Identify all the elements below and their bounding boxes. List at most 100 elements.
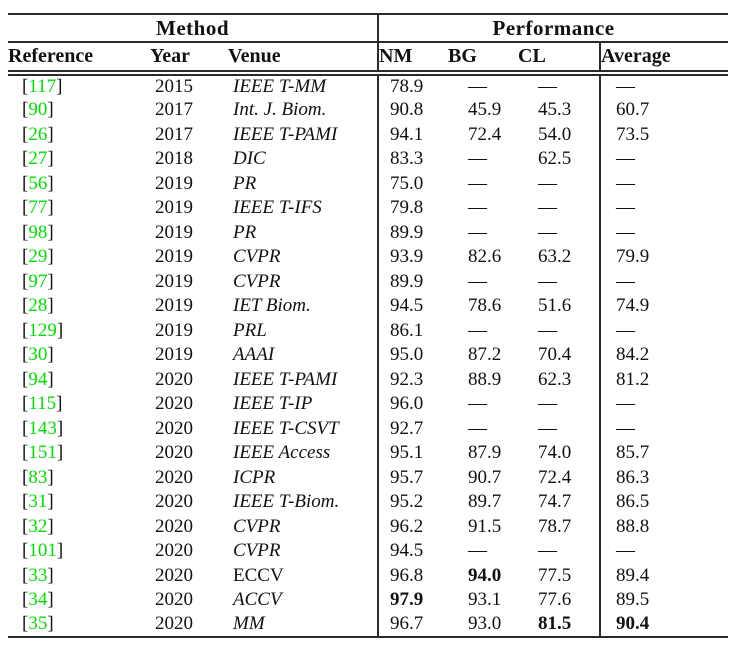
citation-number: 28 [28, 295, 48, 317]
citation-bracket-open: [ [22, 515, 29, 537]
bg-value-cell: — [468, 270, 488, 292]
table-row: [27] 2018 DIC 83.3 — 62.5 — [8, 147, 729, 172]
citation-bracket-open: [ [22, 123, 29, 145]
citation-bracket-close: ] [47, 123, 54, 145]
reference-citation-link[interactable]: [94] [8, 368, 150, 393]
bg-value-cell: — [468, 221, 488, 243]
cl-value-cell: 77.5 [538, 564, 572, 586]
bg-value-cell: — [468, 197, 488, 219]
table-row: [56] 2019 PR 75.0 — — — [8, 171, 729, 197]
column-header-row: Reference Year Venue NM BG CL Average [8, 42, 729, 73]
average-value-cell: — [599, 171, 729, 196]
citation-number: 34 [28, 589, 48, 611]
venue-cell: IEEE T-MM [233, 76, 327, 97]
performance-group-header: Performance [377, 14, 729, 42]
reference-citation-link[interactable]: [90] [8, 98, 150, 123]
citation-bracket-close: ] [47, 589, 54, 611]
reference-citation-link[interactable]: [29] [8, 245, 150, 270]
year-cell: 2020 [155, 417, 193, 439]
reference-citation-link[interactable]: [30] [8, 343, 150, 368]
reference-citation-link[interactable]: [117] [8, 73, 150, 98]
reference-citation-link[interactable]: [101] [8, 539, 150, 564]
year-cell: 2020 [155, 393, 193, 415]
average-value-cell: — [599, 269, 729, 294]
bg-value-cell: — [468, 76, 488, 97]
average-value-cell: — [599, 539, 729, 564]
nm-value-cell: 94.5 [377, 294, 449, 319]
venue-cell: IET Biom. [233, 295, 311, 317]
cl-value-cell: 54.0 [538, 123, 572, 145]
venue-cell: Int. J. Biom. [233, 99, 327, 121]
col-header-cl: CL [518, 45, 546, 67]
table-row: [115] 2020 IEEE T-IP 96.0 — — — [8, 392, 729, 417]
col-header-nm: NM [377, 42, 449, 73]
bg-value-cell: 94.0 [468, 564, 502, 586]
reference-citation-link[interactable]: [32] [8, 515, 150, 540]
venue-cell: ICPR [233, 466, 276, 488]
reference-citation-link[interactable]: [28] [8, 294, 150, 319]
year-cell: 2020 [155, 466, 193, 488]
nm-value-cell: 96.8 [377, 563, 449, 588]
average-value-cell: 79.9 [599, 245, 729, 270]
reference-citation-link[interactable]: [151] [8, 441, 150, 466]
reference-citation-link[interactable]: [83] [8, 466, 150, 491]
nm-value-cell: 75.0 [377, 171, 449, 196]
citation-bracket-close: ] [47, 515, 54, 537]
reference-citation-link[interactable]: [35] [8, 613, 150, 638]
year-cell: 2020 [155, 368, 193, 390]
venue-cell: IEEE T-IP [233, 393, 313, 415]
reference-citation-link[interactable]: [129] [8, 319, 150, 344]
bg-value-cell: 93.0 [468, 613, 502, 635]
venue-cell: PR [233, 172, 257, 194]
citation-bracket-open: [ [22, 368, 29, 390]
venue-cell: IEEE T-PAMI [233, 123, 338, 145]
venue-cell: IEEE T-PAMI [233, 368, 338, 390]
venue-cell: MM [233, 613, 265, 635]
average-value-cell: — [599, 392, 729, 417]
table-row: [143] 2020 IEEE T-CSVT 92.7 — — — [8, 416, 729, 442]
venue-cell: DIC [233, 148, 266, 170]
average-value-cell: 85.7 [599, 441, 729, 466]
col-header-year: Year [150, 45, 190, 67]
year-cell: 2019 [155, 221, 193, 243]
citation-bracket-close: ] [47, 613, 54, 635]
nm-value-cell: 92.7 [377, 416, 449, 441]
year-cell: 2019 [155, 319, 193, 341]
reference-citation-link[interactable]: [34] [8, 588, 150, 613]
cl-value-cell: — [538, 221, 558, 243]
reference-citation-link[interactable]: [97] [8, 270, 150, 295]
table-row: [28] 2019 IET Biom. 94.5 78.6 51.6 74.9 [8, 294, 729, 319]
reference-citation-link[interactable]: [33] [8, 564, 150, 589]
nm-value-cell: 92.3 [377, 367, 449, 392]
citation-bracket-open: [ [22, 393, 29, 415]
citation-number: 97 [28, 270, 48, 292]
reference-citation-link[interactable]: [98] [8, 221, 150, 246]
citation-bracket-close: ] [56, 76, 63, 97]
citation-number: 31 [28, 491, 48, 513]
nm-value-cell: 96.7 [377, 612, 449, 637]
year-cell: 2020 [155, 515, 193, 537]
year-cell: 2017 [155, 99, 193, 121]
nm-value-cell: 90.8 [377, 98, 449, 123]
reference-citation-link[interactable]: [56] [8, 172, 150, 197]
reference-citation-link[interactable]: [77] [8, 196, 150, 221]
citation-bracket-close: ] [47, 270, 54, 292]
citation-bracket-open: [ [22, 319, 29, 341]
table-row: [151] 2020 IEEE Access 95.1 87.9 74.0 85… [8, 441, 729, 466]
reference-citation-link[interactable]: [26] [8, 123, 150, 148]
venue-cell: IEEE T-Biom. [233, 491, 340, 513]
citation-bracket-close: ] [47, 99, 54, 121]
reference-citation-link[interactable]: [143] [8, 417, 150, 442]
venue-cell: PR [233, 221, 257, 243]
average-value-cell: 89.5 [599, 588, 729, 613]
table-row: [35] 2020 MM 96.7 93.0 81.5 90.4 [8, 612, 729, 638]
average-value-cell: 60.7 [599, 98, 729, 123]
reference-citation-link[interactable]: [115] [8, 392, 150, 417]
year-cell: 2019 [155, 197, 193, 219]
reference-citation-link[interactable]: [27] [8, 147, 150, 172]
table-row: [101] 2020 CVPR 94.5 — — — [8, 539, 729, 564]
year-cell: 2020 [155, 491, 193, 513]
citation-bracket-open: [ [22, 417, 29, 439]
reference-citation-link[interactable]: [31] [8, 490, 150, 515]
citation-bracket-open: [ [22, 613, 29, 635]
